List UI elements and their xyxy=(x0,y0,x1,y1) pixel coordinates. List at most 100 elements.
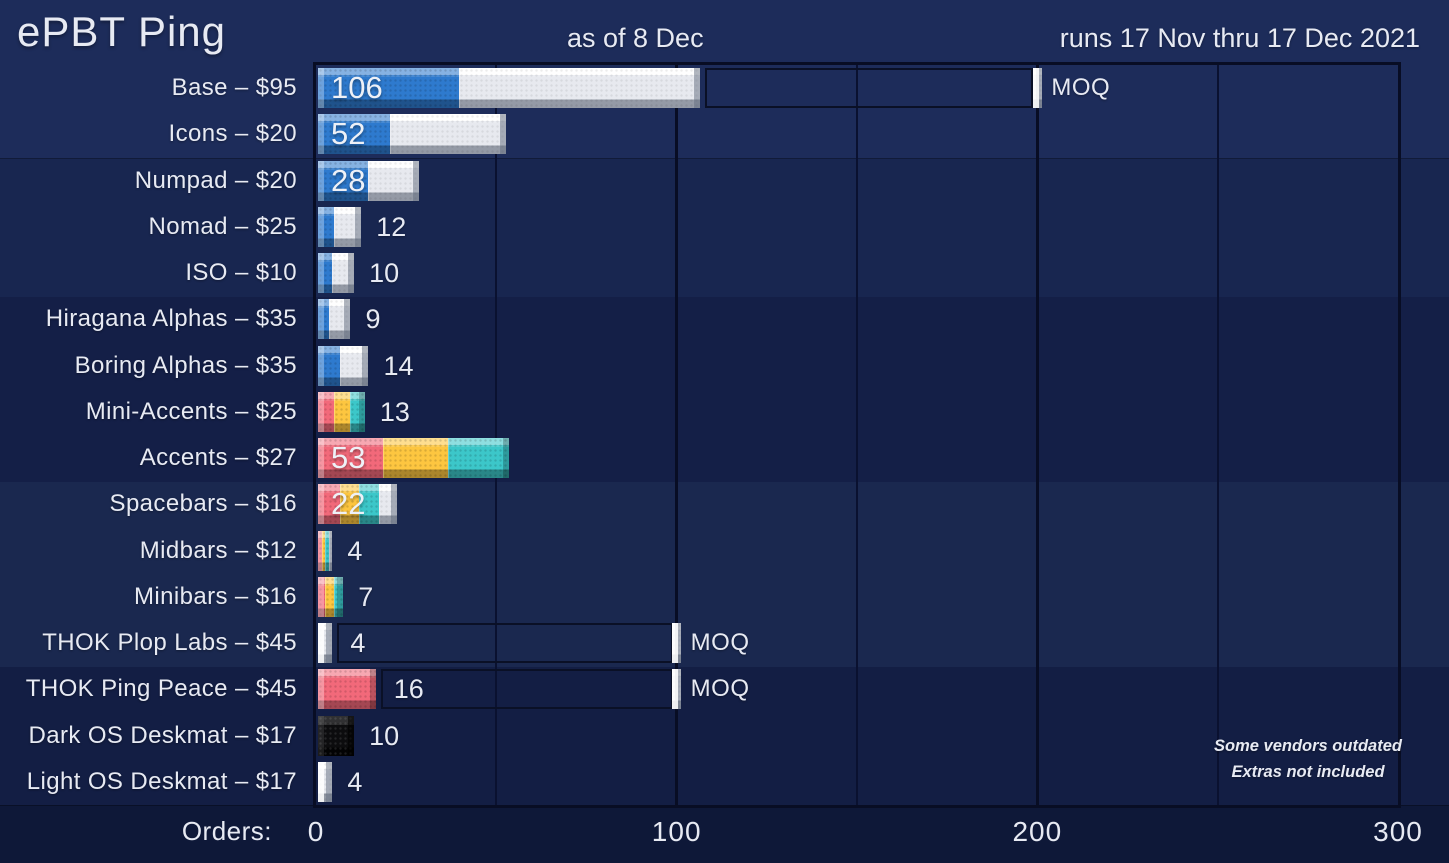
bar-value: 9 xyxy=(365,304,381,335)
bar xyxy=(318,391,365,432)
gridline-150 xyxy=(856,65,858,805)
bar-row: Accents – $27 53 xyxy=(0,435,1449,481)
row-group-band xyxy=(0,0,1449,158)
bar xyxy=(318,715,355,756)
row-label: THOK Plop Labs – $45 xyxy=(42,629,297,656)
bar-value: 4 xyxy=(347,535,363,566)
x-tick-label-300: 300 xyxy=(1373,816,1423,847)
moq-label: MOQ xyxy=(690,675,750,703)
bar xyxy=(318,68,701,109)
bar-row: ISO – $10 10 xyxy=(0,250,1449,296)
bar-row: THOK Ping Peace – $45 MOQ 16 xyxy=(0,666,1449,712)
bar-segment-yellow xyxy=(321,530,326,571)
bar-segment-white xyxy=(334,206,362,247)
subtitle-as-of-date: as of 8 Dec xyxy=(567,23,704,53)
row-label: Icons – $20 xyxy=(168,120,297,148)
footnote-line-2: Extras not included xyxy=(1231,763,1385,781)
row-label: Midbars – $12 xyxy=(139,536,297,564)
bar-segment-blue xyxy=(318,160,369,201)
bar-segment-yellow xyxy=(325,576,335,617)
bar xyxy=(318,206,362,247)
bar-segment-teal xyxy=(359,484,380,525)
bar-segment-white xyxy=(390,114,506,155)
bar-segment-yellow xyxy=(334,391,351,432)
bar-row: THOK Plop Labs – $45 MOQ 4 xyxy=(0,620,1449,666)
bar-value: 10 xyxy=(369,258,400,288)
bar-segment-blue xyxy=(318,114,391,155)
bar xyxy=(318,576,344,617)
row-group-band xyxy=(0,296,1449,483)
bar-segment-blue xyxy=(318,206,335,247)
bar-segment-black xyxy=(318,715,355,756)
bar-segment-blue xyxy=(318,68,459,109)
bar xyxy=(318,761,333,802)
moq-target-box xyxy=(380,669,673,710)
moq-target-box xyxy=(705,68,1034,109)
bar-segment-blue xyxy=(318,345,340,386)
bar xyxy=(318,484,398,525)
x-axis-title: Orders: xyxy=(181,816,272,846)
bar-row: Base – $95 MOQ 106 xyxy=(0,65,1449,111)
bar-segment-white xyxy=(328,299,351,340)
bar-value: 7 xyxy=(358,581,374,612)
bar-segment-blue xyxy=(318,253,333,294)
row-group-band xyxy=(0,666,1449,806)
x-tick-label-100: 100 xyxy=(651,816,702,847)
bar-value: 13 xyxy=(379,396,410,427)
row-label: THOK Ping Peace – $45 xyxy=(25,675,297,703)
plot-area xyxy=(313,62,1401,808)
x-axis-strip xyxy=(0,805,1449,863)
bar-segment-red xyxy=(318,669,376,710)
moq-tick xyxy=(672,623,682,664)
row-label: Nomad – $25 xyxy=(148,212,297,240)
bar-segment-red xyxy=(318,391,335,432)
bar-row: Hiragana Alphas – $35 9 xyxy=(0,296,1449,342)
gridline-200 xyxy=(1035,65,1039,805)
bar-value: 4 xyxy=(347,766,363,797)
bar-segment-white xyxy=(332,253,355,294)
bar-row: Minibars – $16 7 xyxy=(0,574,1449,620)
gridline-50 xyxy=(495,65,498,805)
bar-value: 52 xyxy=(331,116,366,152)
bar-segment-white xyxy=(458,68,701,109)
row-label: Accents – $27 xyxy=(139,444,297,471)
bar-segment-white xyxy=(368,160,419,201)
bar-value: 4 xyxy=(350,628,366,658)
bar-segment-yellow xyxy=(339,484,360,525)
row-label: Dark OS Deskmat – $17 xyxy=(28,721,297,749)
bar-row: Midbars – $12 4 xyxy=(0,528,1449,574)
bar-segment-teal xyxy=(325,530,329,571)
moq-label: MOQ xyxy=(1051,74,1111,101)
row-label: Light OS Deskmat – $17 xyxy=(26,767,297,795)
row-group-band xyxy=(0,481,1449,668)
moq-target-box xyxy=(337,623,673,664)
bar xyxy=(318,253,355,294)
bar-segment-white xyxy=(318,623,333,664)
bar xyxy=(318,299,351,340)
bar-row: Boring Alphas – $35 14 xyxy=(0,343,1449,389)
gridline-100 xyxy=(675,65,679,805)
bar xyxy=(318,345,369,386)
row-label: Spacebars – $16 xyxy=(109,490,297,518)
bar-value: 22 xyxy=(331,486,366,522)
x-tick-label-200: 200 xyxy=(1012,816,1063,847)
bar-segment-teal xyxy=(350,391,365,432)
row-label: Boring Alphas – $35 xyxy=(74,351,297,379)
bar-value: 53 xyxy=(331,440,366,476)
row-label: Hiragana Alphas – $35 xyxy=(45,305,297,333)
row-label: Base – $95 xyxy=(171,74,297,101)
bar-segment-teal xyxy=(334,576,344,617)
bar-row: Mini-Accents – $25 13 xyxy=(0,389,1449,435)
bar-value: 10 xyxy=(369,720,400,751)
bar-value: 28 xyxy=(331,162,366,198)
page-title: ePBT Ping xyxy=(17,8,227,55)
bar-segment-red xyxy=(318,530,322,571)
moq-label: MOQ xyxy=(690,629,750,656)
bar xyxy=(318,530,333,571)
bar-segment-red xyxy=(318,438,383,479)
row-group-band xyxy=(0,157,1449,298)
bar-row: Spacebars – $16 22 xyxy=(0,481,1449,527)
moq-tick xyxy=(1032,68,1042,109)
bar-segment-teal xyxy=(447,438,510,479)
bar-row: Light OS Deskmat – $17 4 xyxy=(0,759,1449,805)
